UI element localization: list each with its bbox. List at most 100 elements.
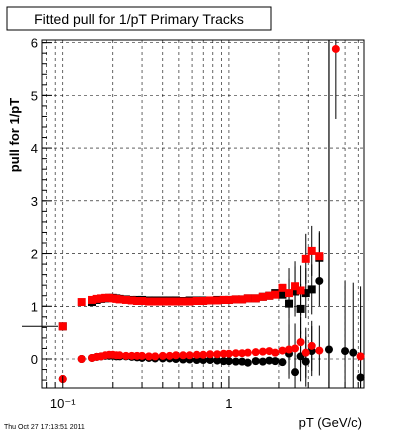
data-point-circle	[301, 357, 310, 366]
data-point-circle	[251, 357, 260, 366]
chart-title: Fitted pull for 1/pT Primary Tracks	[34, 11, 244, 27]
data-point-square	[271, 290, 280, 299]
y-tick-label: 1	[31, 299, 38, 314]
data-point-square	[307, 285, 316, 294]
data-point-circle	[199, 350, 208, 359]
data-point-circle	[356, 373, 365, 382]
data-point-circle	[315, 346, 324, 355]
title-box	[6, 6, 272, 31]
data-point-square	[258, 292, 267, 301]
data-point-square	[285, 289, 294, 298]
data-point-circle	[271, 348, 280, 357]
data-point-circle	[271, 357, 280, 366]
data-point-square	[307, 246, 316, 255]
data-point-square	[88, 295, 97, 304]
x-axis-label: pT (GeV/c)	[299, 415, 362, 430]
data-point-circle	[278, 346, 287, 355]
data-point-circle	[121, 351, 130, 360]
data-point-square	[238, 295, 247, 304]
footer-timestamp: Thu Oct 27 17:13:51 2011	[4, 424, 85, 431]
data-point-square	[158, 297, 167, 306]
data-point-square	[213, 296, 222, 305]
data-point-circle	[296, 338, 305, 347]
data-point-square	[151, 297, 160, 306]
data-point-circle	[144, 352, 153, 361]
data-point-circle	[356, 352, 365, 361]
data-point-circle	[341, 347, 350, 356]
data-point-circle	[251, 348, 260, 357]
data-point-circle	[206, 350, 215, 359]
data-point-square	[285, 299, 294, 308]
data-point-circle	[185, 351, 194, 360]
data-point-circle	[349, 348, 358, 357]
data-point-circle	[258, 347, 267, 356]
data-point-square	[138, 297, 147, 305]
data-point-circle	[285, 345, 294, 354]
data-point-square	[165, 297, 174, 306]
data-point-circle	[331, 44, 340, 53]
data-point-circle	[231, 349, 240, 358]
data-point-square	[199, 297, 208, 305]
data-point-square	[251, 294, 260, 303]
data-point-square	[296, 304, 305, 313]
data-point-circle	[307, 341, 316, 350]
axis-ticks: 0 1 2 3 4 5 6 10⁻¹ 1	[31, 36, 359, 411]
data-point-square	[243, 294, 252, 303]
data-point-circle	[231, 357, 240, 366]
data-point-square	[278, 283, 287, 292]
data-point-square	[278, 290, 287, 299]
data-point-circle	[213, 350, 222, 359]
x-tick-label: 10⁻¹	[50, 396, 76, 411]
data-point-circle	[258, 357, 267, 366]
data-point-square	[265, 291, 274, 300]
data-point-circle	[115, 351, 124, 360]
data-point-circle	[278, 358, 287, 367]
data-point-square	[315, 252, 324, 261]
data-point-square	[231, 295, 240, 304]
data-point-square	[224, 295, 233, 304]
y-tick-label: 5	[31, 88, 38, 103]
data-point-circle	[238, 349, 247, 358]
data-point-circle	[315, 276, 324, 285]
data-point-square	[115, 295, 124, 304]
data-point-circle	[158, 351, 167, 360]
y-tick-label: 6	[31, 36, 38, 51]
data-point-circle	[77, 355, 86, 363]
data-point-square	[121, 295, 130, 304]
data-point-square	[77, 298, 86, 307]
data-point-square	[301, 254, 310, 263]
data-point-circle	[265, 356, 274, 365]
data-point-circle	[291, 368, 300, 377]
y-tick-label: 0	[31, 352, 38, 367]
data-point-square	[144, 297, 153, 306]
data-point-circle	[243, 348, 252, 357]
data-point-circle	[165, 351, 174, 360]
data-point-square	[291, 287, 300, 296]
data-point-square	[133, 297, 142, 305]
data-point-square	[301, 289, 310, 298]
data-point-square	[192, 297, 201, 305]
y-axis-label: pull for 1/pT	[7, 98, 22, 172]
y-tick-label: 3	[31, 194, 38, 209]
data-point-square	[97, 294, 106, 303]
data-point-circle	[224, 357, 233, 366]
data-point-square	[179, 297, 188, 306]
data-point-circle	[301, 348, 310, 357]
y-tick-label: 4	[31, 141, 38, 156]
data-point-square	[127, 296, 136, 305]
data-point-circle	[192, 350, 201, 359]
data-points	[58, 44, 365, 384]
data-point-circle	[291, 344, 300, 353]
data-point-square	[185, 297, 194, 306]
y-tick-label: 2	[31, 247, 38, 262]
data-point-circle	[224, 349, 233, 358]
data-point-circle	[206, 356, 215, 365]
data-point-square	[171, 297, 180, 306]
data-point-circle	[243, 358, 252, 367]
data-point-circle	[171, 351, 180, 360]
data-point-circle	[213, 356, 222, 365]
data-point-square	[291, 282, 300, 291]
data-point-circle	[324, 345, 333, 354]
